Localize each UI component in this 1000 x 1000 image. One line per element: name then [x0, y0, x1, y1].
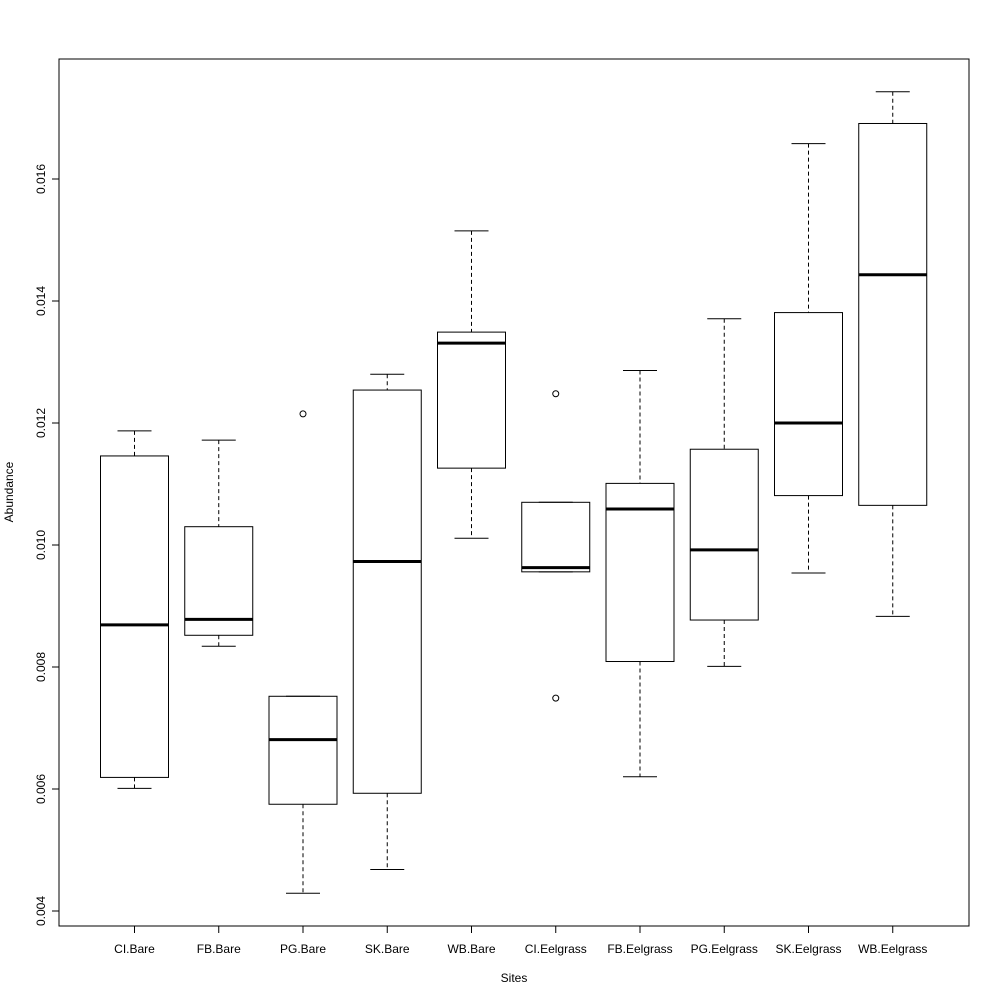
- box-iqr: [100, 455, 169, 778]
- box-iqr: [605, 482, 675, 663]
- y-tick-label: 0.016: [34, 164, 48, 194]
- box-group: [100, 430, 169, 789]
- x-tick-label: SK.Eelgrass: [775, 942, 841, 956]
- box-group: [521, 390, 591, 702]
- box-group: [437, 230, 506, 539]
- outlier-point: [552, 694, 560, 702]
- y-axis-title: Abundance: [2, 461, 16, 522]
- x-tick-label: CI.Bare: [114, 942, 155, 956]
- box-group: [605, 370, 675, 778]
- box-group: [268, 410, 338, 894]
- box-iqr: [689, 448, 759, 621]
- box-iqr: [268, 695, 338, 805]
- box-group: [774, 143, 843, 574]
- x-axis: CI.Bare FB.Bare PG.Bare SK.Bare WB.Bare CI.Ee…: [114, 926, 927, 956]
- y-tick-label: 0.010: [34, 530, 48, 560]
- x-tick-label: SK.Bare: [365, 942, 410, 956]
- box-iqr: [521, 501, 591, 573]
- y-tick-label: 0.014: [34, 286, 48, 316]
- box-iqr: [437, 331, 506, 469]
- y-tick-label: 0.012: [34, 408, 48, 438]
- x-tick-label: FB.Bare: [197, 942, 241, 956]
- x-tick-label: WB.Bare: [447, 942, 495, 956]
- box-group: [689, 318, 759, 667]
- plot-frame: [58, 58, 970, 927]
- outlier-point: [299, 410, 307, 418]
- box-group: [184, 439, 254, 647]
- box-group: [858, 91, 928, 617]
- y-axis: 0.004 0.006 0.008 0.010 0.012 0.014 0.016: [34, 164, 59, 926]
- box-iqr: [858, 122, 928, 506]
- x-tick-label: PG.Bare: [280, 942, 326, 956]
- box-iqr: [774, 312, 843, 497]
- x-axis-title: Sites: [501, 971, 528, 985]
- x-tick-label: FB.Eelgrass: [607, 942, 672, 956]
- y-tick-label: 0.004: [34, 896, 48, 926]
- x-tick-label: CI.Eelgrass: [525, 942, 587, 956]
- y-tick-label: 0.006: [34, 774, 48, 804]
- outlier-point: [552, 390, 560, 398]
- boxes-layer: [100, 91, 928, 894]
- y-tick-label: 0.008: [34, 652, 48, 682]
- box-iqr: [352, 389, 422, 794]
- x-tick-label: WB.Eelgrass: [858, 942, 927, 956]
- box-iqr: [184, 526, 254, 636]
- box-group: [352, 373, 422, 871]
- x-tick-label: PG.Eelgrass: [691, 942, 758, 956]
